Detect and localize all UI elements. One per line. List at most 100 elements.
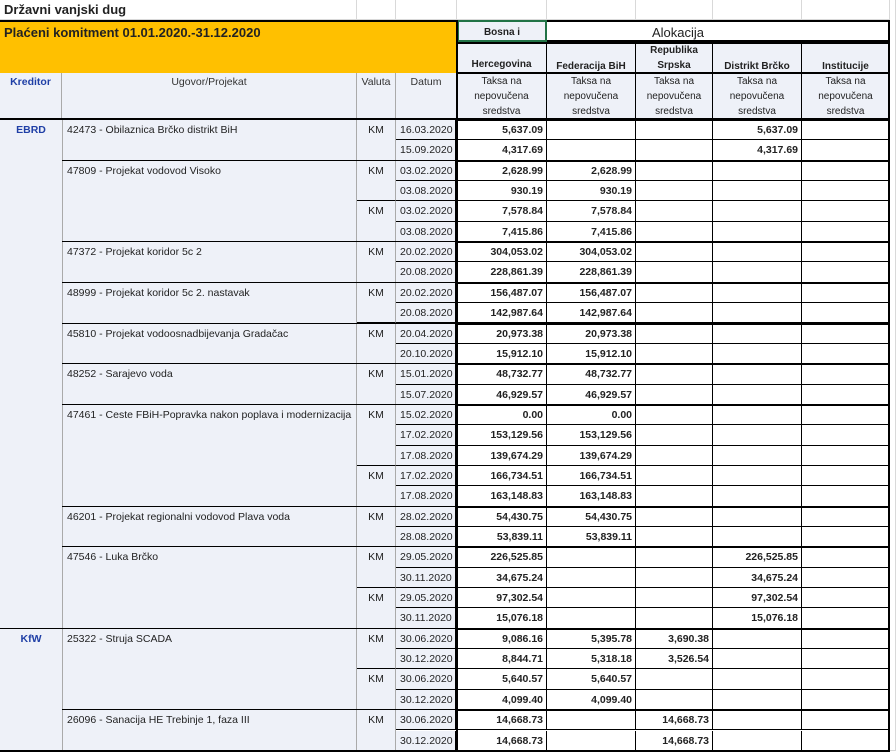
value-cell[interactable]	[713, 669, 802, 690]
currency-cell[interactable]: KM	[357, 120, 396, 161]
value-cell[interactable]: 97,302.54	[713, 588, 802, 609]
empty-cell[interactable]	[713, 0, 802, 20]
value-cell[interactable]	[713, 181, 802, 202]
date-cell[interactable]: 30.06.2020	[396, 628, 457, 650]
value-cell[interactable]: 46,929.57	[547, 384, 636, 405]
header-bih-top[interactable]: Bosna i	[457, 20, 547, 42]
value-cell[interactable]: 4,099.40	[457, 689, 547, 711]
value-cell[interactable]	[636, 384, 713, 405]
date-cell[interactable]: 15.07.2020	[396, 384, 457, 405]
project-cell[interactable]: 42473 - Obilaznica Brčko distrikt BiH	[62, 120, 357, 161]
value-cell[interactable]: 163,148.83	[457, 486, 547, 507]
value-cell[interactable]: 930.19	[457, 181, 547, 202]
value-cell[interactable]: 15,912.10	[457, 343, 547, 365]
value-cell[interactable]: 46,929.57	[457, 384, 547, 405]
date-cell[interactable]: 15.01.2020	[396, 364, 457, 385]
project-cell[interactable]: 48999 - Projekat koridor 5c 2. nastavak	[62, 282, 357, 324]
value-cell[interactable]	[636, 140, 713, 161]
date-cell[interactable]: 20.02.2020	[396, 282, 457, 304]
value-cell[interactable]	[713, 730, 802, 751]
value-cell[interactable]	[636, 323, 713, 344]
project-cell[interactable]: 47546 - Luka Brčko	[62, 547, 357, 629]
currency-cell[interactable]: KM	[357, 669, 396, 711]
value-cell[interactable]	[713, 160, 802, 182]
date-cell[interactable]: 03.02.2020	[396, 201, 457, 222]
value-cell[interactable]	[636, 160, 713, 182]
value-cell[interactable]: 226,525.85	[713, 547, 802, 568]
date-cell[interactable]: 30.11.2020	[396, 567, 457, 589]
project-cell[interactable]: 47809 - Projekat vodovod Visoko	[62, 160, 357, 243]
value-cell[interactable]: 4,317.69	[713, 140, 802, 161]
value-cell[interactable]	[636, 242, 713, 263]
value-cell[interactable]: 20,973.38	[547, 323, 636, 344]
value-cell[interactable]	[802, 730, 890, 751]
date-cell[interactable]: 16.03.2020	[396, 120, 457, 141]
date-cell[interactable]: 03.08.2020	[396, 221, 457, 243]
value-cell[interactable]	[547, 547, 636, 568]
value-cell[interactable]	[713, 425, 802, 446]
value-cell[interactable]: 139,674.29	[457, 445, 547, 466]
value-cell[interactable]	[802, 445, 890, 466]
value-cell[interactable]: 15,076.18	[457, 608, 547, 629]
currency-cell[interactable]: KM	[357, 628, 396, 670]
value-cell[interactable]: 156,487.07	[547, 282, 636, 304]
value-cell[interactable]: 142,987.64	[547, 303, 636, 324]
value-cell[interactable]	[636, 221, 713, 243]
value-cell[interactable]	[713, 384, 802, 405]
value-cell[interactable]: 8,844.71	[457, 649, 547, 670]
date-cell[interactable]: 30.11.2020	[396, 608, 457, 629]
creditor-cell[interactable]: EBRD	[0, 120, 62, 629]
value-cell[interactable]	[802, 364, 890, 385]
value-cell[interactable]: 304,053.02	[547, 242, 636, 263]
currency-cell[interactable]: KM	[357, 364, 396, 405]
value-cell[interactable]: 9,086.16	[457, 628, 547, 650]
project-cell[interactable]: 46201 - Projekat regionalni vodovod Plav…	[62, 506, 357, 548]
value-cell[interactable]	[713, 710, 802, 731]
value-cell[interactable]	[802, 201, 890, 222]
value-cell[interactable]: 97,302.54	[457, 588, 547, 609]
value-cell[interactable]	[802, 669, 890, 690]
value-cell[interactable]	[636, 608, 713, 629]
allocation-header[interactable]: Alokacija	[547, 20, 890, 42]
value-cell[interactable]	[636, 689, 713, 711]
value-cell[interactable]: 54,430.75	[457, 506, 547, 527]
date-cell[interactable]: 20.04.2020	[396, 323, 457, 344]
value-cell[interactable]	[713, 486, 802, 507]
value-cell[interactable]	[636, 445, 713, 466]
value-cell[interactable]	[713, 343, 802, 365]
value-cell[interactable]: 166,734.51	[547, 465, 636, 487]
value-cell[interactable]: 53,839.11	[547, 527, 636, 548]
date-cell[interactable]: 29.05.2020	[396, 547, 457, 568]
date-cell[interactable]: 28.02.2020	[396, 506, 457, 527]
value-cell[interactable]	[636, 181, 713, 202]
date-cell[interactable]: 30.12.2020	[396, 689, 457, 711]
header-ugovor[interactable]: Ugovor/Projekat	[62, 73, 357, 120]
value-cell[interactable]: 15,076.18	[713, 608, 802, 629]
value-cell[interactable]: 228,861.39	[547, 262, 636, 283]
value-cell[interactable]	[636, 364, 713, 385]
currency-cell[interactable]: KM	[357, 710, 396, 751]
value-cell[interactable]	[713, 506, 802, 527]
value-cell[interactable]	[713, 649, 802, 670]
value-cell[interactable]: 226,525.85	[457, 547, 547, 568]
value-cell[interactable]	[713, 242, 802, 263]
date-cell[interactable]: 15.09.2020	[396, 140, 457, 161]
value-cell[interactable]	[802, 465, 890, 487]
value-cell[interactable]	[802, 262, 890, 283]
value-cell[interactable]	[636, 486, 713, 507]
value-cell[interactable]	[802, 628, 890, 650]
project-cell[interactable]: 47372 - Projekat koridor 5c 2	[62, 242, 357, 283]
value-cell[interactable]	[547, 588, 636, 609]
date-cell[interactable]: 20.10.2020	[396, 343, 457, 365]
value-cell[interactable]	[636, 465, 713, 487]
value-cell[interactable]	[713, 689, 802, 711]
value-cell[interactable]: 7,415.86	[457, 221, 547, 243]
value-cell[interactable]	[636, 547, 713, 568]
value-cell[interactable]	[802, 282, 890, 304]
value-cell[interactable]: 4,317.69	[457, 140, 547, 161]
value-cell[interactable]	[713, 445, 802, 466]
value-cell[interactable]: 3,690.38	[636, 628, 713, 650]
value-cell[interactable]: 5,640.57	[457, 669, 547, 690]
value-cell[interactable]	[802, 649, 890, 670]
value-cell[interactable]	[636, 303, 713, 324]
